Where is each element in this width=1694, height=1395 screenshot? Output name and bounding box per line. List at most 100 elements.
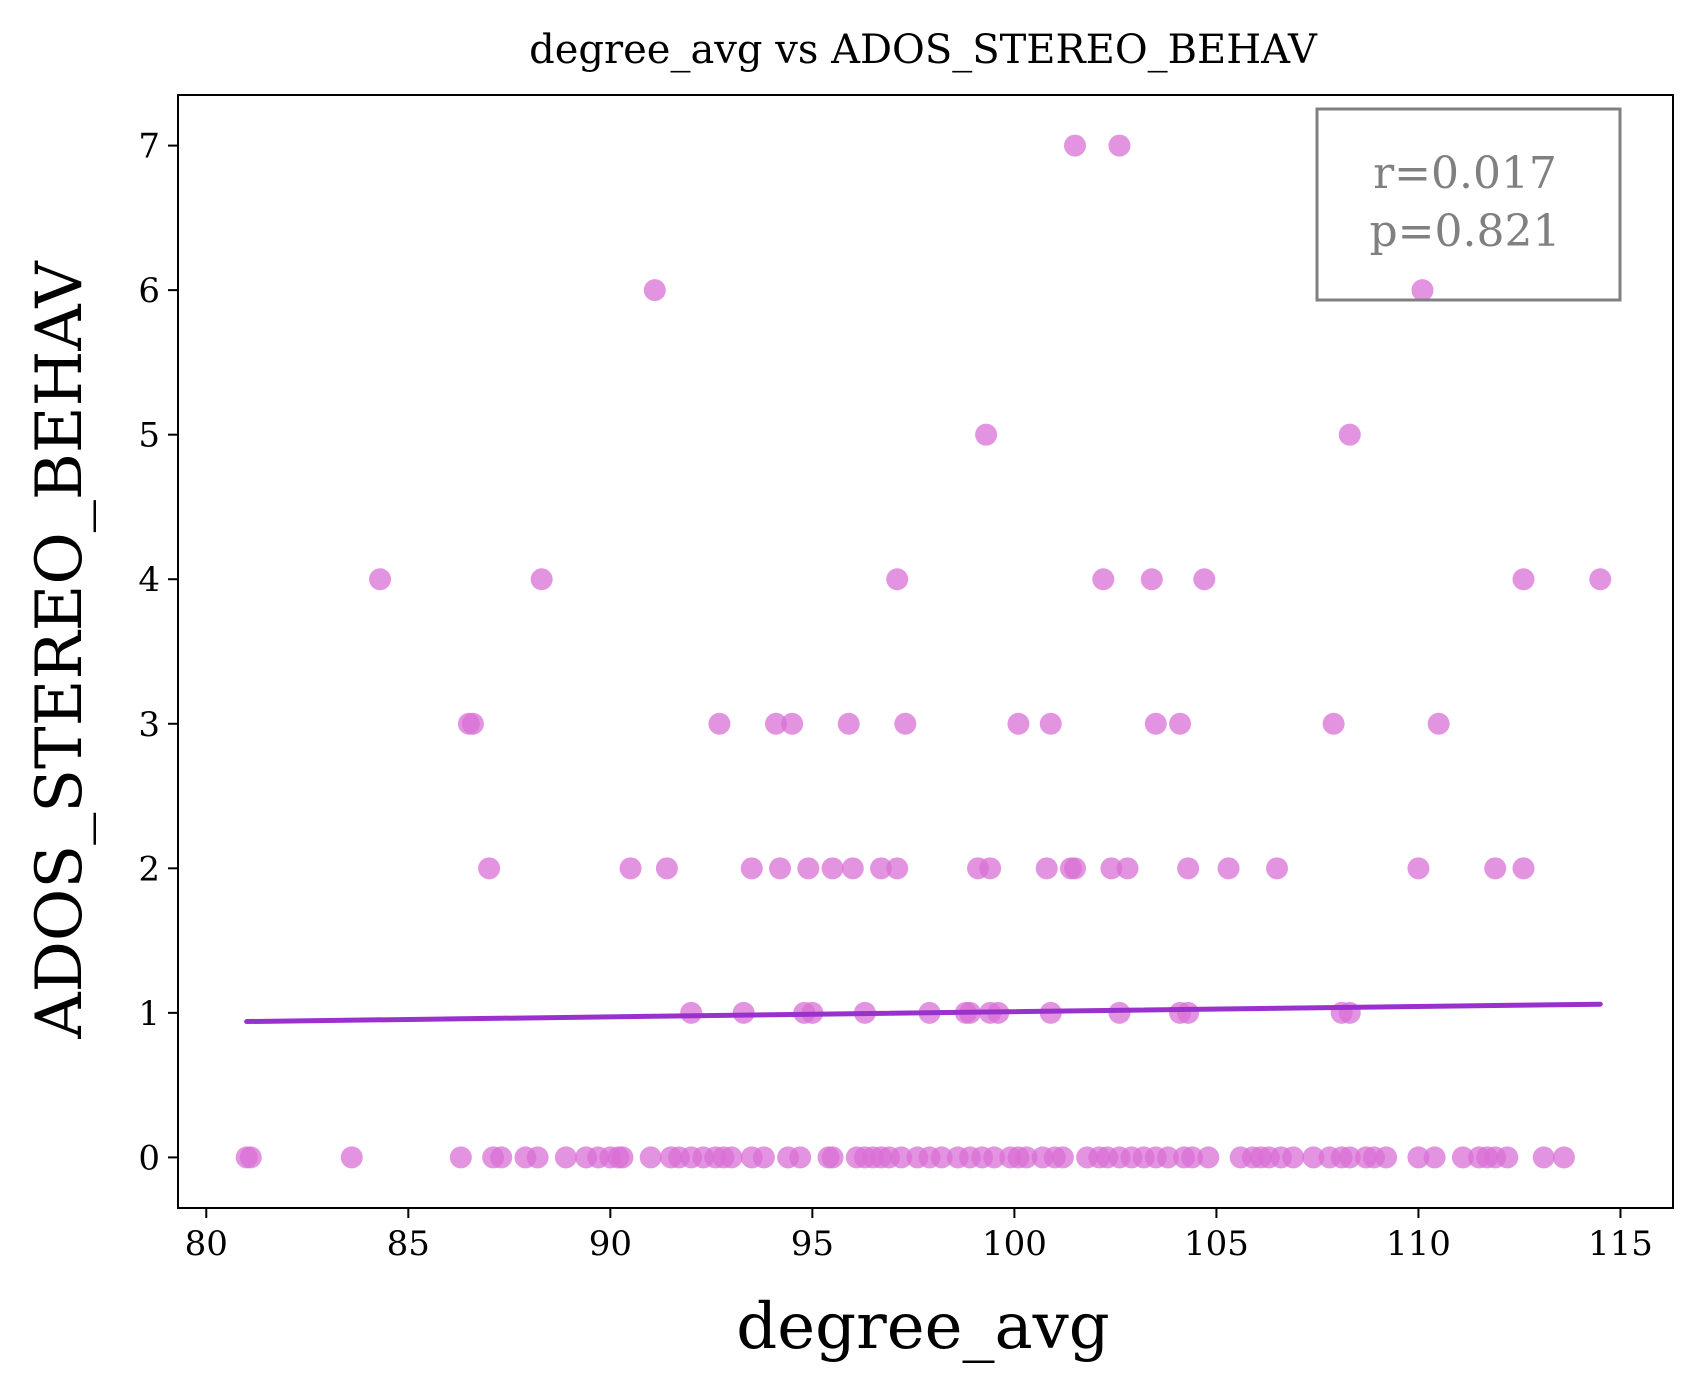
data-point: [611, 1146, 634, 1169]
data-point: [1140, 568, 1163, 591]
data-point: [619, 857, 642, 880]
data-point: [781, 712, 804, 735]
x-tick-label: 80: [185, 1224, 228, 1264]
data-point: [1512, 857, 1535, 880]
annotation-border: [1315, 107, 1622, 302]
x-tick-label: 115: [1588, 1224, 1653, 1264]
data-point: [680, 1001, 703, 1024]
data-point: [1266, 857, 1289, 880]
data-point: [720, 1146, 743, 1169]
data-point: [1100, 857, 1123, 880]
data-point: [1589, 568, 1612, 591]
x-tick-label: 105: [1184, 1224, 1249, 1264]
x-tick-label: 100: [982, 1224, 1047, 1264]
data-point: [1197, 1146, 1220, 1169]
data-point: [1116, 857, 1139, 880]
data-point: [526, 1146, 549, 1169]
data-point: [1407, 857, 1430, 880]
data-point: [821, 857, 844, 880]
data-point: [886, 857, 909, 880]
data-point: [1407, 1146, 1430, 1169]
y-tick-label: 3: [138, 705, 160, 745]
y-tick-label: 1: [138, 994, 160, 1034]
data-point: [841, 857, 864, 880]
annotation-r-value: r=0.017: [1373, 148, 1557, 199]
data-point: [789, 1146, 812, 1169]
data-point: [554, 1146, 577, 1169]
axes-frame: [177, 94, 1674, 1209]
data-point: [1451, 1146, 1474, 1169]
data-point: [1007, 712, 1030, 735]
data-point: [975, 423, 998, 446]
chart-title: degree_avg vs ADOS_STEREO_BEHAV: [529, 27, 1318, 73]
data-point: [340, 1146, 363, 1169]
data-point: [1156, 1146, 1179, 1169]
regression-line: [244, 1001, 1603, 1025]
x-axis-label: degree_avg: [736, 1290, 1109, 1364]
y-tick-label: 0: [138, 1138, 160, 1178]
data-point: [1552, 1146, 1575, 1169]
data-point: [983, 1146, 1006, 1169]
data-point: [1181, 1146, 1204, 1169]
data-point: [1177, 1001, 1200, 1024]
data-point: [870, 857, 893, 880]
data-point: [1512, 568, 1535, 591]
data-point: [449, 1146, 472, 1169]
data-point: [894, 712, 917, 735]
y-tick-label: 7: [138, 127, 160, 167]
data-point: [1338, 423, 1361, 446]
data-point: [1375, 1146, 1398, 1169]
x-tick-label: 90: [589, 1224, 632, 1264]
data-point: [979, 857, 1002, 880]
data-point: [1532, 1146, 1555, 1169]
x-tick-label: 85: [387, 1224, 430, 1264]
data-point: [1051, 1146, 1074, 1169]
data-point: [765, 712, 787, 735]
x-tick-label: 110: [1386, 1224, 1451, 1264]
data-point: [1064, 134, 1086, 157]
data-point: [1193, 568, 1216, 591]
data-point: [239, 1146, 262, 1169]
data-point: [769, 857, 792, 880]
stats-annotation: r=0.017 p=0.821: [1315, 107, 1622, 302]
data-point: [1035, 857, 1058, 880]
axes: 80 85 90 95 100 105 110 115 0 1 2 3 4 5 6 7: [138, 94, 1674, 1264]
data-point: [1108, 134, 1131, 157]
data-point: [490, 1146, 513, 1169]
data-point: [1427, 712, 1450, 735]
data-point: [1144, 712, 1167, 735]
data-point: [478, 857, 501, 880]
y-tick-label: 2: [138, 849, 160, 889]
data-point: [740, 857, 763, 880]
data-point: [1338, 1146, 1361, 1169]
data-point: [1039, 712, 1062, 735]
data-point: [369, 568, 392, 591]
data-point: [708, 712, 731, 735]
y-axis-label: ADOS_STEREO_BEHAV: [23, 260, 97, 1040]
data-point: [643, 279, 666, 302]
data-point: [821, 1146, 844, 1169]
x-tick-label: 95: [791, 1224, 834, 1264]
data-point: [1423, 1146, 1446, 1169]
y-tick-label: 4: [138, 560, 160, 600]
data-point: [1092, 568, 1115, 591]
data-point: [1177, 857, 1200, 880]
plot-area: [235, 134, 1612, 1169]
annotation-p-value: p=0.821: [1370, 206, 1561, 257]
data-point: [1217, 857, 1240, 880]
y-tick-label: 5: [138, 416, 160, 456]
data-point: [639, 1146, 662, 1169]
data-point: [930, 1146, 953, 1169]
data-point: [1322, 712, 1345, 735]
data-point: [1108, 1001, 1131, 1024]
data-point: [837, 712, 860, 735]
data-point: [1302, 1146, 1325, 1169]
data-point: [1484, 857, 1507, 880]
data-point: [1411, 279, 1434, 302]
data-point: [655, 857, 678, 880]
data-point: [797, 857, 820, 880]
data-point: [1015, 1146, 1038, 1169]
data-point: [1169, 712, 1192, 735]
data-point: [461, 712, 484, 735]
